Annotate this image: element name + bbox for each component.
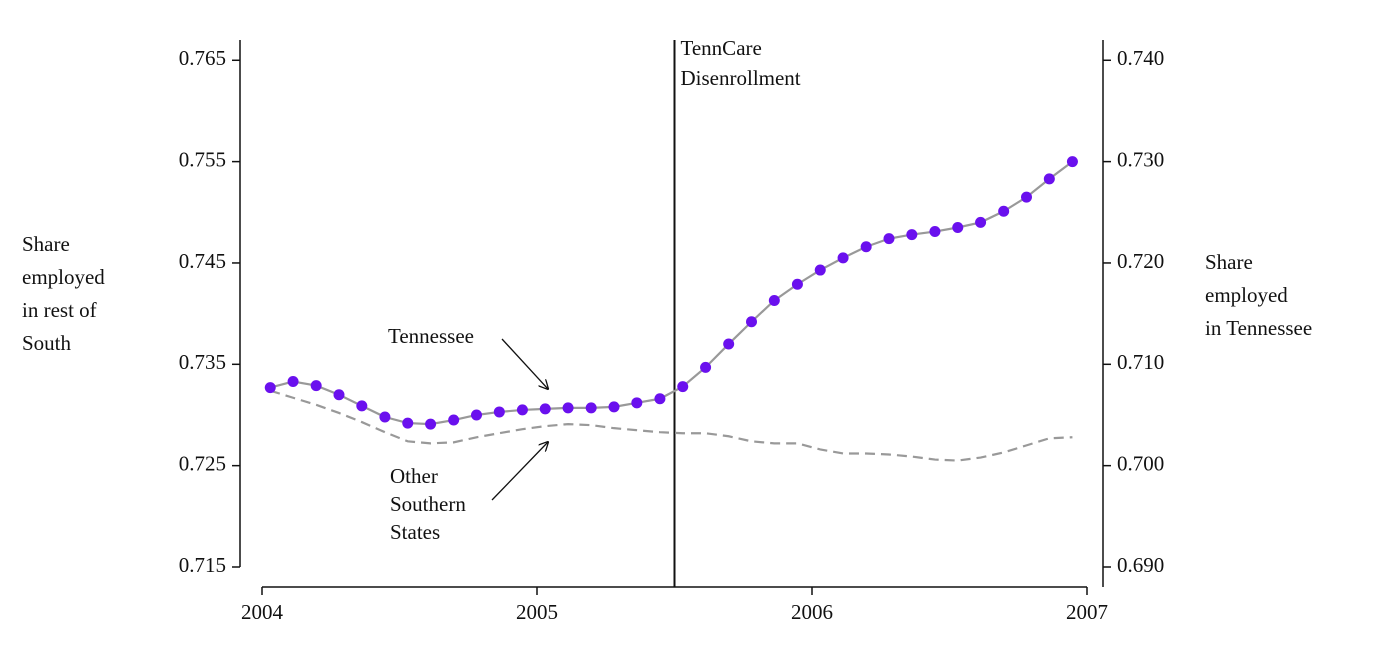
annotation: Tennessee xyxy=(388,324,474,348)
data-point xyxy=(1043,173,1055,185)
y2-tick-label: 0.700 xyxy=(1117,451,1164,475)
data-point xyxy=(791,278,803,290)
data-point xyxy=(310,380,322,392)
arrow xyxy=(491,442,548,501)
series-line xyxy=(269,389,1073,462)
data-point xyxy=(264,382,276,394)
data-point xyxy=(814,264,826,276)
data-point xyxy=(493,406,505,418)
data-point xyxy=(539,403,551,415)
data-point xyxy=(1021,191,1032,203)
data-point xyxy=(998,205,1010,217)
data-point xyxy=(746,316,757,328)
data-point xyxy=(562,402,574,414)
data-point xyxy=(585,402,597,414)
arrow xyxy=(501,338,548,389)
data-point xyxy=(516,404,528,416)
y-axis-label: in rest of xyxy=(22,298,97,322)
y-tick-label: 0.755 xyxy=(179,147,226,171)
data-point xyxy=(860,241,872,253)
y-tick-label: 0.735 xyxy=(179,350,226,374)
data-point xyxy=(379,411,391,423)
data-point xyxy=(975,216,987,228)
data-point xyxy=(356,400,368,412)
data-point xyxy=(768,294,780,306)
data-point xyxy=(608,401,620,413)
y2-axis-label: in Tennessee xyxy=(1205,316,1312,340)
data-point xyxy=(471,409,482,421)
data-point xyxy=(883,233,895,245)
data-point xyxy=(1066,156,1078,168)
y2-tick-label: 0.740 xyxy=(1117,46,1164,70)
data-point xyxy=(700,361,712,373)
y2-axis-label: Share xyxy=(1205,250,1253,274)
series-line xyxy=(269,160,1074,426)
y2-tick-label: 0.720 xyxy=(1117,249,1164,273)
data-point xyxy=(837,252,849,264)
y-axis-label: South xyxy=(22,331,72,355)
annotation: Other Southern States xyxy=(390,464,466,544)
y2-tick-label: 0.710 xyxy=(1117,350,1164,374)
reference-label: Disenrollment xyxy=(681,66,801,90)
data-point xyxy=(677,381,689,393)
y-axis-label: employed xyxy=(22,265,105,289)
data-point xyxy=(333,389,345,401)
data-point xyxy=(402,417,414,429)
data-point xyxy=(929,226,941,238)
data-point xyxy=(952,221,964,233)
y-tick-label: 0.765 xyxy=(179,46,226,70)
y2-tick-label: 0.730 xyxy=(1117,147,1164,171)
data-point xyxy=(448,414,460,426)
data-point xyxy=(425,418,437,430)
data-point xyxy=(631,397,643,409)
x-tick-label: 2004 xyxy=(241,600,284,624)
data-point xyxy=(287,376,299,388)
y-tick-label: 0.725 xyxy=(179,451,226,475)
y-axis-label: Share xyxy=(22,232,70,256)
data-point xyxy=(654,393,666,405)
x-tick-label: 2005 xyxy=(516,600,558,624)
x-tick-label: 2007 xyxy=(1066,600,1108,624)
x-tick-label: 2006 xyxy=(791,600,833,624)
reference-label: TennCare xyxy=(681,36,762,60)
y-tick-label: 0.715 xyxy=(179,553,226,577)
data-point xyxy=(723,338,735,350)
y-tick-label: 0.745 xyxy=(179,249,226,273)
y2-axis-label: employed xyxy=(1205,283,1288,307)
y2-tick-label: 0.690 xyxy=(1117,553,1164,577)
data-point xyxy=(906,229,918,241)
